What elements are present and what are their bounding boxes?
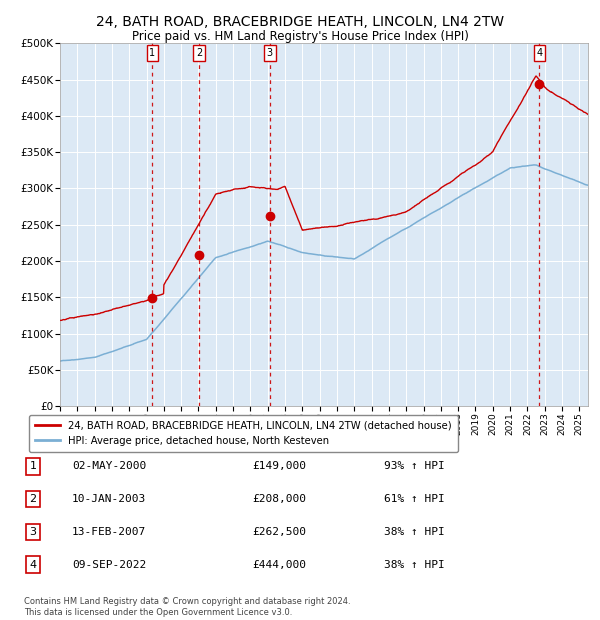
Text: 09-SEP-2022: 09-SEP-2022 — [72, 560, 146, 570]
Text: Contains HM Land Registry data © Crown copyright and database right 2024.
This d: Contains HM Land Registry data © Crown c… — [24, 598, 350, 617]
Text: 38% ↑ HPI: 38% ↑ HPI — [384, 527, 445, 537]
Text: 1: 1 — [149, 48, 155, 58]
Text: 1: 1 — [29, 461, 37, 471]
Text: 10-JAN-2003: 10-JAN-2003 — [72, 494, 146, 504]
Text: 13-FEB-2007: 13-FEB-2007 — [72, 527, 146, 537]
Text: 3: 3 — [267, 48, 273, 58]
Text: 93% ↑ HPI: 93% ↑ HPI — [384, 461, 445, 471]
Text: 3: 3 — [29, 527, 37, 537]
Text: 02-MAY-2000: 02-MAY-2000 — [72, 461, 146, 471]
Text: 4: 4 — [29, 560, 37, 570]
Text: Price paid vs. HM Land Registry's House Price Index (HPI): Price paid vs. HM Land Registry's House … — [131, 30, 469, 43]
Text: £208,000: £208,000 — [252, 494, 306, 504]
Text: 38% ↑ HPI: 38% ↑ HPI — [384, 560, 445, 570]
Legend: 24, BATH ROAD, BRACEBRIDGE HEATH, LINCOLN, LN4 2TW (detached house), HPI: Averag: 24, BATH ROAD, BRACEBRIDGE HEATH, LINCOL… — [29, 415, 458, 452]
Text: £262,500: £262,500 — [252, 527, 306, 537]
Text: 4: 4 — [536, 48, 542, 58]
Text: 24, BATH ROAD, BRACEBRIDGE HEATH, LINCOLN, LN4 2TW: 24, BATH ROAD, BRACEBRIDGE HEATH, LINCOL… — [96, 16, 504, 30]
Text: 61% ↑ HPI: 61% ↑ HPI — [384, 494, 445, 504]
Text: 2: 2 — [196, 48, 202, 58]
Text: £149,000: £149,000 — [252, 461, 306, 471]
Text: £444,000: £444,000 — [252, 560, 306, 570]
Text: 2: 2 — [29, 494, 37, 504]
